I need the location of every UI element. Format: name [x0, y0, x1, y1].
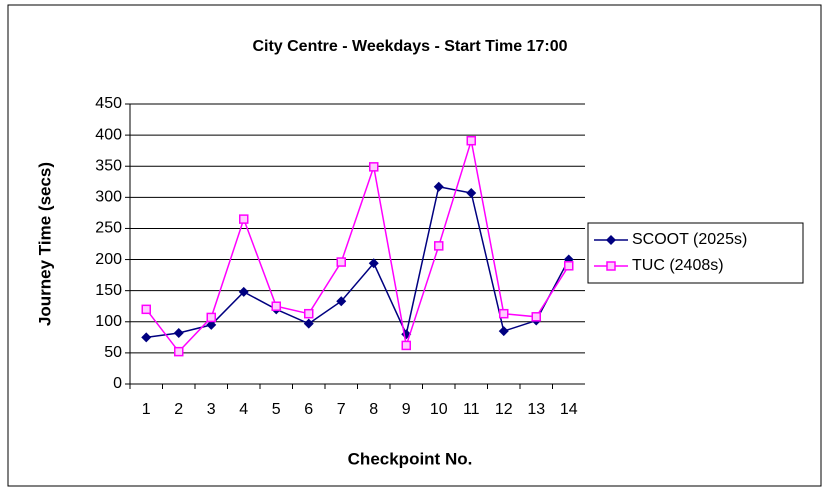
- x-tick-label: 12: [495, 401, 513, 418]
- square-marker: [141, 304, 151, 315]
- square-marker: [304, 308, 314, 319]
- square-marker: [466, 135, 476, 146]
- y-tick-label: 150: [95, 282, 122, 299]
- diamond-marker: [206, 319, 217, 330]
- diamond-marker: [173, 327, 184, 338]
- y-tick-label: 200: [95, 251, 122, 268]
- square-marker: [271, 301, 281, 311]
- legend-label: SCOOT (2025s): [632, 231, 747, 248]
- legend-box: [587, 222, 804, 284]
- square-marker: [369, 162, 379, 172]
- square-marker: [401, 340, 411, 351]
- series-line: [146, 185, 570, 339]
- y-tick-label: 0: [113, 375, 122, 392]
- diamond-marker: [466, 187, 477, 198]
- diamond-marker: [141, 332, 152, 343]
- series-line: [145, 140, 570, 353]
- x-tick-label: 4: [239, 401, 248, 418]
- diamond-marker: [238, 286, 249, 297]
- y-tick-label: 450: [95, 95, 122, 112]
- square-marker: [434, 241, 444, 251]
- legend-marker: [606, 261, 616, 271]
- x-axis-label: Checkpoint No.: [348, 449, 473, 468]
- legend-marker: [606, 235, 616, 245]
- diamond-marker: [368, 258, 379, 269]
- square-marker: [531, 312, 541, 322]
- diamond-marker: [336, 296, 347, 307]
- square-marker: [206, 312, 216, 323]
- y-tick-label: 300: [95, 189, 122, 206]
- y-tick-label: 250: [95, 220, 122, 237]
- square-marker: [564, 261, 574, 271]
- x-tick-label: 6: [304, 401, 313, 418]
- x-tick-label: 10: [430, 401, 448, 418]
- x-tick-label: 1: [142, 401, 151, 418]
- x-tick-label: 13: [527, 401, 545, 418]
- diamond-marker: [303, 318, 314, 329]
- x-tick-label: 14: [560, 401, 578, 418]
- x-tick-label: 8: [369, 401, 378, 418]
- y-tick-label: 350: [95, 157, 122, 174]
- square-marker: [336, 257, 346, 267]
- y-tick-label: 400: [95, 126, 122, 143]
- chart-title: City Centre - Weekdays - Start Time 17:0…: [252, 38, 567, 55]
- y-axis-label: Journey Time (secs): [35, 162, 54, 326]
- y-tick-label: 50: [104, 344, 122, 361]
- square-marker: [499, 308, 509, 319]
- square-marker: [239, 214, 249, 224]
- y-tick-label: 100: [95, 313, 122, 330]
- square-marker: [174, 346, 184, 357]
- diamond-marker: [433, 181, 444, 192]
- x-tick-label: 9: [402, 401, 411, 418]
- x-tick-label: 3: [207, 401, 216, 418]
- x-tick-label: 11: [463, 401, 480, 418]
- x-tick-label: 7: [337, 401, 346, 418]
- x-tick-label: 2: [174, 401, 183, 418]
- diamond-marker: [498, 326, 509, 337]
- legend-label: TUC (2408s): [632, 257, 724, 274]
- x-tick-label: 5: [272, 401, 281, 418]
